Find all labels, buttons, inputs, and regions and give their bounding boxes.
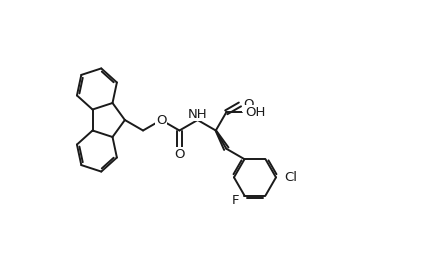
- Text: Cl: Cl: [284, 171, 297, 184]
- Text: O: O: [174, 148, 185, 161]
- Text: O: O: [243, 98, 254, 111]
- Text: NH: NH: [188, 107, 207, 121]
- Text: OH: OH: [245, 106, 265, 119]
- Text: F: F: [232, 194, 239, 207]
- Text: O: O: [156, 114, 167, 126]
